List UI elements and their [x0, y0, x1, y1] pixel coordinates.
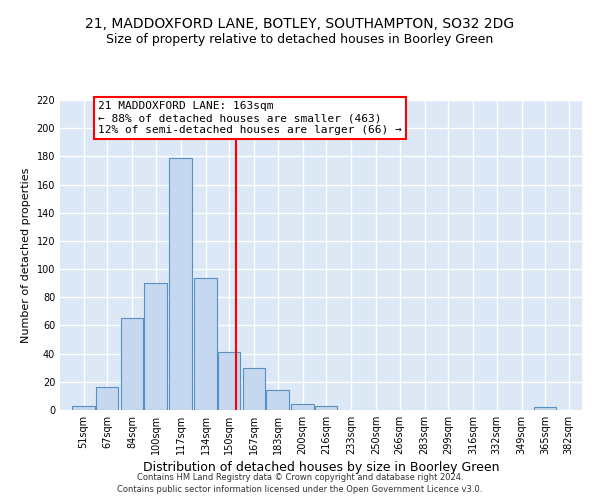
Bar	[73, 406, 95, 410]
Bar	[534, 407, 556, 410]
Bar	[145, 283, 167, 410]
Bar	[218, 352, 240, 410]
Text: Contains HM Land Registry data © Crown copyright and database right 2024.: Contains HM Land Registry data © Crown c…	[137, 473, 463, 482]
Bar	[194, 278, 217, 410]
Text: 21 MADDOXFORD LANE: 163sqm
← 88% of detached houses are smaller (463)
12% of sem: 21 MADDOXFORD LANE: 163sqm ← 88% of deta…	[98, 102, 402, 134]
Bar	[243, 368, 265, 410]
X-axis label: Distribution of detached houses by size in Boorley Green: Distribution of detached houses by size …	[143, 461, 499, 474]
Bar	[169, 158, 192, 410]
Bar	[266, 390, 289, 410]
Text: Contains public sector information licensed under the Open Government Licence v3: Contains public sector information licen…	[118, 484, 482, 494]
Bar	[315, 406, 337, 410]
Text: 21, MADDOXFORD LANE, BOTLEY, SOUTHAMPTON, SO32 2DG: 21, MADDOXFORD LANE, BOTLEY, SOUTHAMPTON…	[85, 18, 515, 32]
Y-axis label: Number of detached properties: Number of detached properties	[21, 168, 31, 342]
Bar	[292, 404, 314, 410]
Text: Size of property relative to detached houses in Boorley Green: Size of property relative to detached ho…	[106, 32, 494, 46]
Bar	[121, 318, 143, 410]
Bar	[96, 388, 118, 410]
